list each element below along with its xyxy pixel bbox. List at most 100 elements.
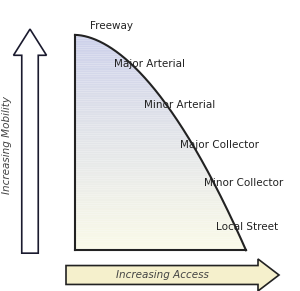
Polygon shape — [75, 216, 231, 218]
Polygon shape — [75, 134, 187, 135]
Polygon shape — [75, 198, 223, 200]
Polygon shape — [75, 67, 136, 69]
Polygon shape — [75, 221, 234, 223]
Polygon shape — [75, 80, 148, 81]
Polygon shape — [75, 220, 233, 221]
Polygon shape — [75, 234, 240, 236]
Polygon shape — [75, 178, 212, 180]
Polygon shape — [75, 76, 145, 78]
Polygon shape — [75, 227, 236, 229]
Polygon shape — [75, 64, 133, 65]
Polygon shape — [75, 112, 173, 114]
Polygon shape — [75, 148, 196, 150]
Polygon shape — [75, 144, 194, 146]
Polygon shape — [75, 214, 230, 216]
Polygon shape — [75, 100, 164, 101]
Polygon shape — [75, 177, 212, 178]
Polygon shape — [75, 58, 127, 60]
Polygon shape — [75, 249, 246, 250]
Polygon shape — [75, 229, 237, 230]
Polygon shape — [75, 89, 156, 91]
Polygon shape — [75, 137, 189, 139]
Text: Local Street: Local Street — [216, 222, 278, 232]
Polygon shape — [75, 105, 168, 107]
Polygon shape — [75, 159, 202, 161]
Polygon shape — [75, 223, 235, 225]
Polygon shape — [75, 42, 104, 44]
Polygon shape — [75, 125, 181, 126]
Polygon shape — [75, 40, 101, 42]
Polygon shape — [75, 150, 196, 152]
Polygon shape — [75, 243, 244, 245]
Polygon shape — [75, 98, 163, 100]
Polygon shape — [75, 101, 165, 103]
Polygon shape — [75, 241, 243, 243]
Polygon shape — [75, 236, 240, 238]
Polygon shape — [75, 209, 228, 211]
Polygon shape — [75, 173, 210, 175]
Polygon shape — [75, 184, 215, 186]
Text: Minor Arterial: Minor Arterial — [144, 100, 215, 110]
Polygon shape — [75, 44, 107, 46]
Polygon shape — [75, 83, 151, 85]
Polygon shape — [75, 87, 154, 89]
Polygon shape — [75, 92, 158, 94]
Polygon shape — [75, 153, 199, 155]
Polygon shape — [75, 247, 245, 249]
Polygon shape — [75, 47, 113, 49]
Polygon shape — [75, 200, 224, 202]
Text: Increasing Access: Increasing Access — [116, 270, 208, 280]
Polygon shape — [75, 189, 218, 191]
Polygon shape — [75, 110, 172, 112]
Polygon shape — [75, 85, 153, 87]
Text: Increasing Mobility: Increasing Mobility — [2, 97, 13, 194]
Polygon shape — [75, 196, 222, 198]
Polygon shape — [75, 146, 194, 148]
Polygon shape — [75, 71, 140, 73]
Polygon shape — [75, 202, 224, 204]
Polygon shape — [75, 204, 225, 205]
Polygon shape — [75, 225, 236, 227]
Polygon shape — [75, 182, 214, 184]
Polygon shape — [75, 81, 150, 83]
Text: Minor Collector: Minor Collector — [204, 178, 283, 188]
Polygon shape — [75, 126, 182, 128]
Polygon shape — [75, 180, 213, 182]
Polygon shape — [75, 65, 135, 67]
Polygon shape — [75, 143, 192, 144]
Polygon shape — [75, 171, 208, 173]
Polygon shape — [75, 161, 203, 162]
Polygon shape — [75, 62, 131, 64]
Polygon shape — [75, 207, 227, 209]
Polygon shape — [75, 211, 229, 212]
Polygon shape — [75, 130, 185, 132]
Text: Major Collector: Major Collector — [180, 141, 259, 150]
Polygon shape — [75, 186, 216, 187]
Polygon shape — [75, 46, 110, 47]
Text: Major Arterial: Major Arterial — [114, 59, 185, 69]
Polygon shape — [75, 141, 191, 143]
Polygon shape — [75, 119, 178, 121]
Polygon shape — [75, 123, 180, 125]
Polygon shape — [75, 168, 207, 169]
Polygon shape — [75, 56, 125, 58]
Text: Freeway: Freeway — [90, 21, 133, 31]
Polygon shape — [75, 191, 219, 193]
Polygon shape — [75, 132, 186, 134]
Polygon shape — [75, 245, 244, 247]
Polygon shape — [75, 135, 188, 137]
Polygon shape — [75, 114, 174, 116]
Polygon shape — [75, 74, 143, 76]
Polygon shape — [75, 187, 217, 189]
Polygon shape — [75, 118, 177, 119]
Polygon shape — [75, 128, 184, 130]
Polygon shape — [75, 51, 118, 53]
Polygon shape — [75, 230, 238, 232]
Polygon shape — [75, 205, 226, 207]
Polygon shape — [75, 212, 230, 214]
FancyArrow shape — [14, 29, 46, 253]
Polygon shape — [75, 218, 232, 220]
Polygon shape — [75, 109, 170, 110]
Polygon shape — [75, 166, 206, 168]
Polygon shape — [75, 38, 97, 40]
